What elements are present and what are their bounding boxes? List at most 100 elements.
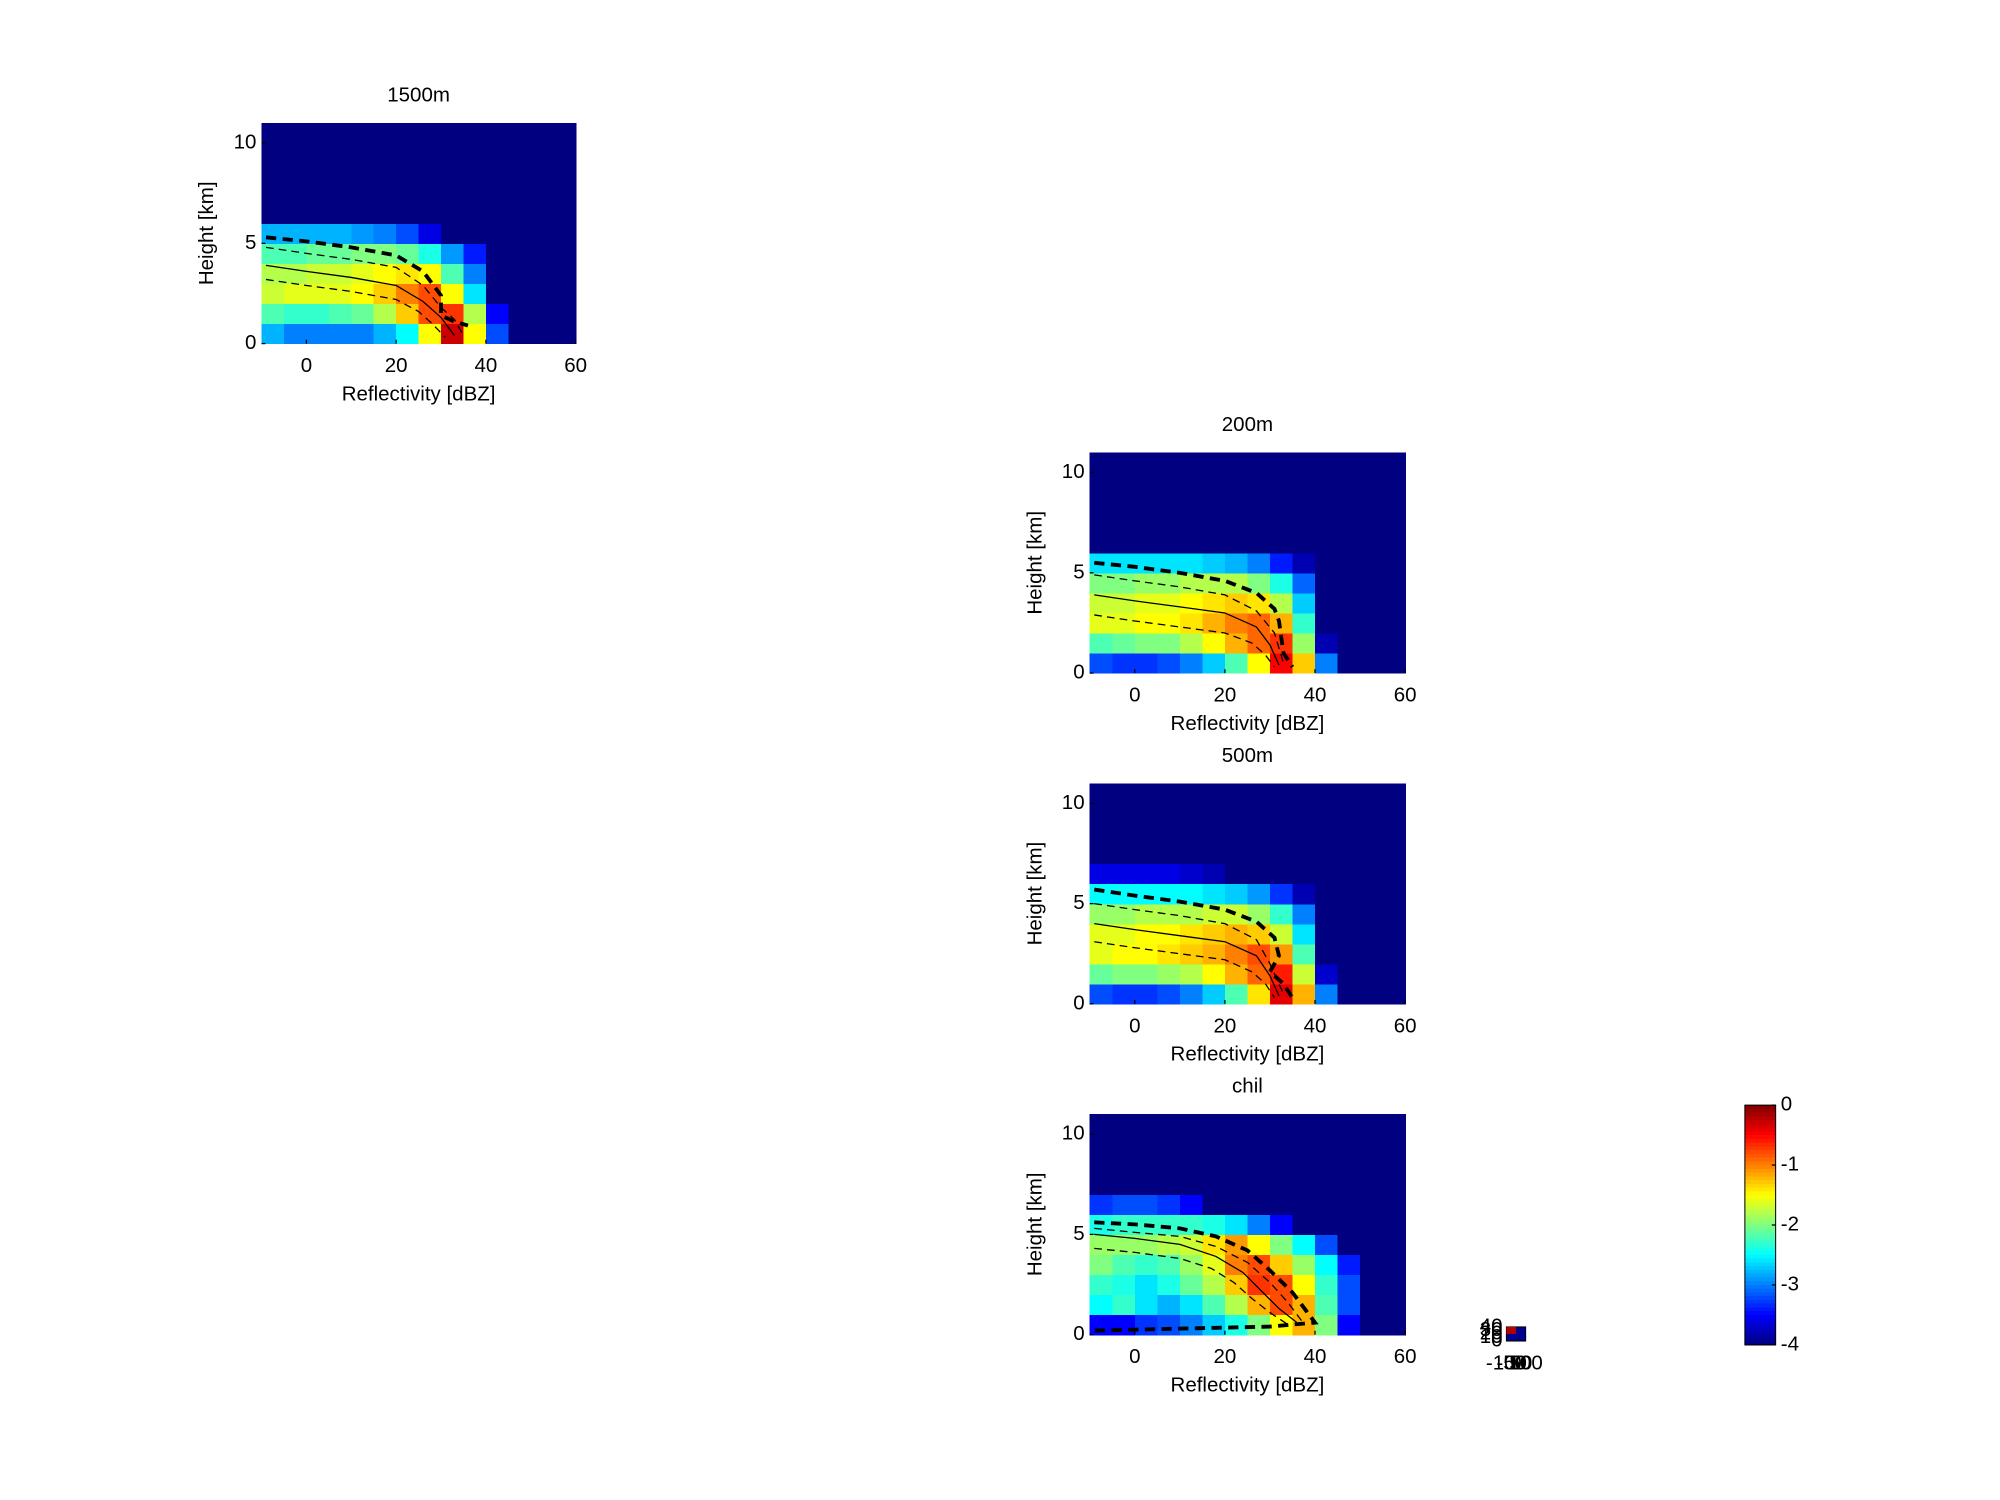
cell [1269, 552, 1294, 574]
cell [1337, 963, 1361, 985]
cell [1224, 512, 1249, 534]
cell [1179, 1194, 1204, 1215]
cell [463, 123, 487, 144]
colorbar-swatch [1744, 1217, 1776, 1222]
cell [1247, 923, 1271, 945]
cell [530, 243, 554, 265]
cell [1224, 1214, 1249, 1236]
y-tick-label: 0 [1073, 1322, 1084, 1345]
cell [1089, 1174, 1113, 1195]
y-axis-label: Height [km] [1023, 511, 1046, 615]
cell [1179, 1134, 1204, 1155]
cell [1315, 943, 1339, 965]
colorbar-swatch [1744, 1195, 1776, 1200]
cell [1202, 863, 1226, 885]
cell [1157, 903, 1181, 925]
cell [1224, 1154, 1249, 1175]
cell [283, 263, 308, 285]
colorbar-tick-label: -4 [1781, 1332, 1799, 1355]
cell [1089, 983, 1113, 1005]
cell [1360, 823, 1384, 845]
cell [1179, 612, 1204, 634]
cell [328, 323, 352, 345]
cell [1292, 612, 1316, 634]
cell [1112, 1214, 1136, 1236]
colorbar-tick-label: -3 [1781, 1272, 1799, 1295]
cell [1202, 552, 1226, 574]
cell [1337, 983, 1361, 1005]
colorbar-swatch [1744, 1296, 1776, 1301]
cell [1382, 532, 1406, 554]
cell [1179, 1314, 1204, 1336]
colorbar-swatch [1744, 1138, 1776, 1144]
cell [1337, 1154, 1361, 1175]
colorbar-swatch [1744, 1168, 1776, 1174]
cell [1134, 472, 1158, 494]
cell [1269, 1294, 1294, 1316]
cell [1247, 552, 1271, 574]
contour-line [1094, 614, 1275, 668]
cell [1337, 1314, 1361, 1336]
colorbar-swatch [1744, 1206, 1776, 1211]
cell [1337, 492, 1361, 514]
cell [261, 163, 285, 184]
cell [1157, 1114, 1181, 1135]
cell [530, 283, 554, 305]
mini-x-tick-label: 100 [1509, 1352, 1543, 1375]
colorbar-swatch [1744, 1251, 1776, 1256]
cell [418, 223, 442, 244]
cell [373, 303, 397, 325]
cell [1360, 1234, 1384, 1256]
cell [1157, 1294, 1181, 1316]
cell [1269, 452, 1294, 474]
cell [1224, 963, 1249, 985]
cell [1382, 803, 1406, 825]
cell [1360, 923, 1384, 945]
y-axis-label: Height [km] [1023, 842, 1046, 946]
cell [351, 283, 375, 305]
cell [530, 223, 554, 244]
x-tick-label: 0 [1129, 1345, 1140, 1368]
cell [1112, 552, 1136, 574]
cell [283, 323, 308, 345]
cell [553, 123, 577, 144]
cell [1089, 1214, 1113, 1236]
cell [1360, 1294, 1384, 1316]
cell [1382, 1134, 1406, 1155]
cell [1292, 632, 1316, 654]
colorbar-swatch [1744, 1112, 1776, 1118]
cell [1337, 512, 1361, 534]
cell [1089, 1114, 1113, 1135]
cell [1134, 1294, 1158, 1316]
cell [1089, 883, 1113, 905]
cell [1112, 843, 1136, 865]
cell [1360, 1174, 1384, 1195]
cell [1315, 472, 1339, 494]
cell [1337, 653, 1361, 674]
cell [1315, 552, 1339, 574]
colorbar-swatch [1744, 1258, 1776, 1264]
cell [306, 203, 330, 224]
contour-line [265, 235, 469, 328]
cell [1202, 1254, 1226, 1276]
cell [1315, 452, 1339, 474]
mini-y-tick-label: 10 [1480, 1325, 1503, 1348]
cell [396, 323, 420, 345]
cell [351, 203, 375, 224]
cell [441, 183, 465, 204]
cell [306, 243, 330, 265]
colorbar-swatch [1744, 1303, 1776, 1309]
cell [418, 303, 442, 325]
colorbar-swatch [1744, 1228, 1776, 1234]
cell [530, 123, 554, 144]
cell [1202, 983, 1226, 1005]
cell [1157, 492, 1181, 514]
cell [1337, 472, 1361, 494]
cell [1112, 983, 1136, 1005]
cell [418, 203, 442, 224]
cell [1337, 1114, 1361, 1135]
cell [1112, 963, 1136, 985]
cell [1337, 783, 1361, 805]
cell [1112, 572, 1136, 594]
cell [1134, 943, 1158, 965]
